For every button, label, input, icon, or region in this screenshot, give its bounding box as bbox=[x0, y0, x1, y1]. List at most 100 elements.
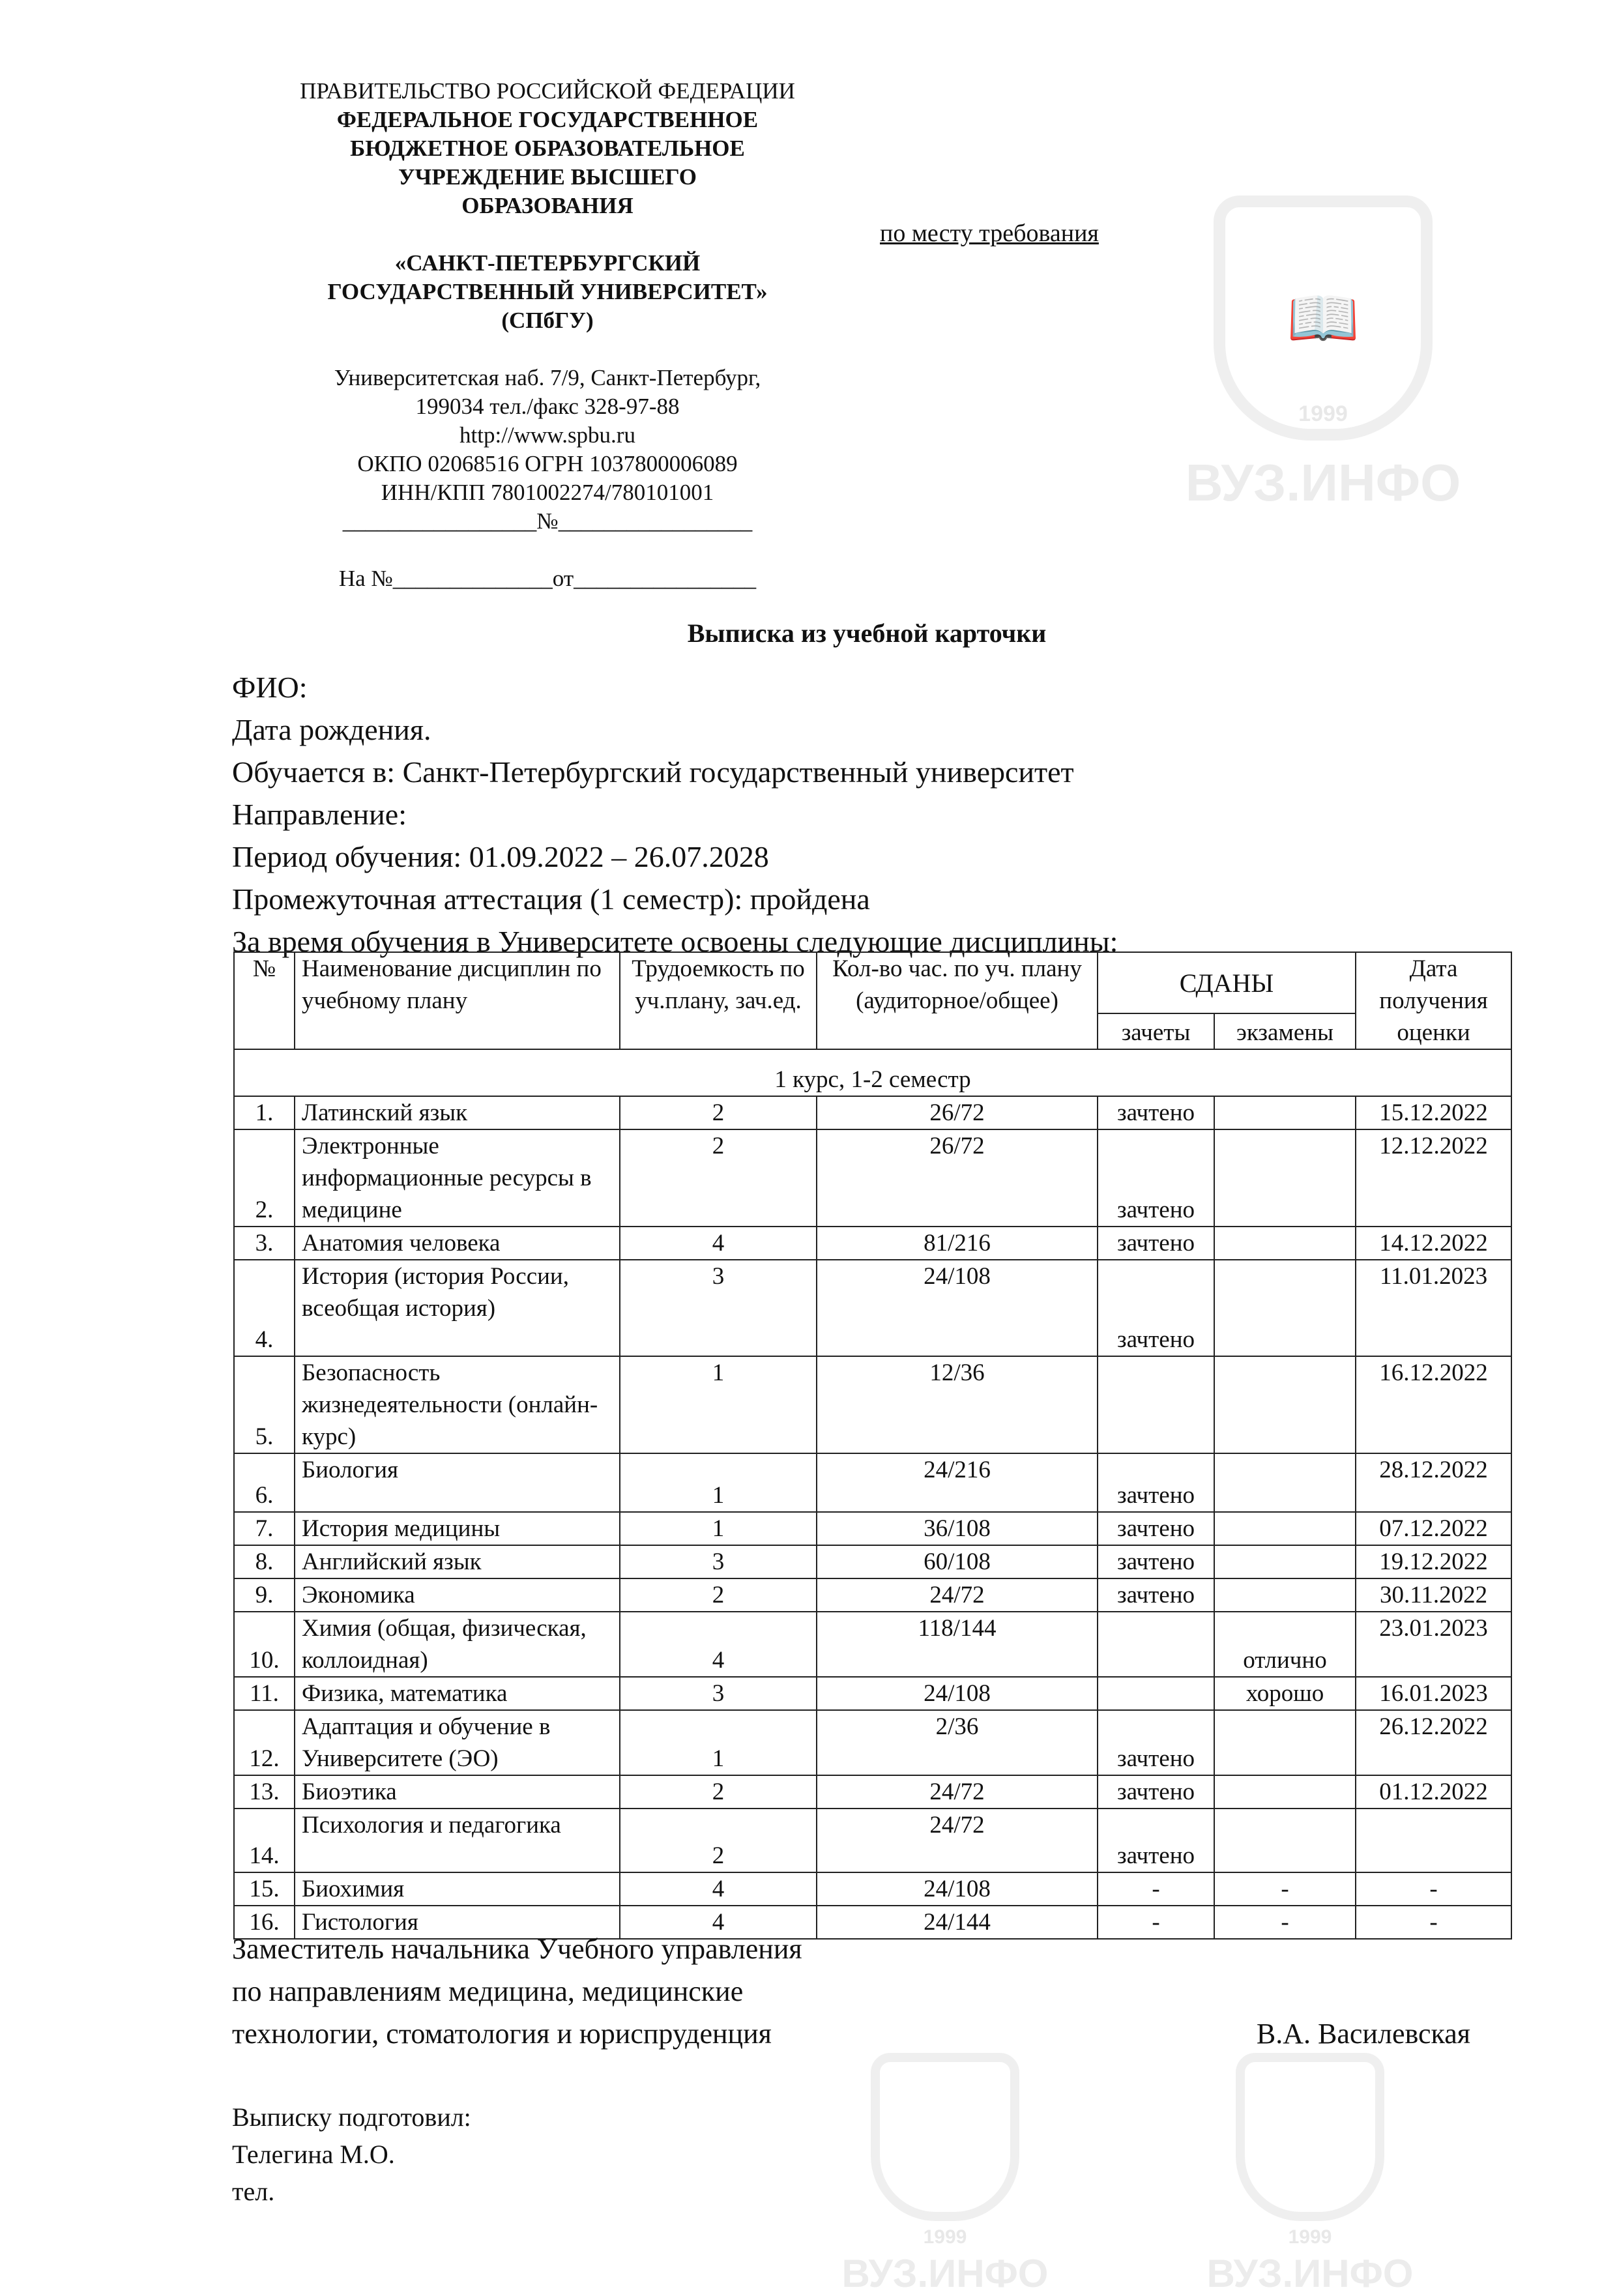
cell-exam bbox=[1213, 1259, 1357, 1357]
table-row: 5. Безопасность жизнедеятельности (онлайн… bbox=[233, 1356, 1513, 1454]
cell-exam: хорошо bbox=[1213, 1676, 1357, 1711]
table-row: 10. Химия (общая, физическая, коллоидная)… bbox=[233, 1611, 1513, 1678]
cell-hours: 24/216 bbox=[816, 1453, 1098, 1513]
cell-credits: 2 bbox=[619, 1578, 817, 1612]
table-row: 3. Анатомия человека 4 81/216 зачтено 14.12.2… bbox=[233, 1226, 1513, 1260]
prepared-by: Выписку подготовил: Телегина М.О. тел. bbox=[232, 2099, 471, 2210]
cell-num: 6. bbox=[233, 1453, 295, 1513]
studies-at: Обучается в: Санкт-Петербургский государ… bbox=[232, 755, 1074, 789]
univ-line: (СПбГУ) bbox=[501, 308, 594, 333]
document-title: Выписка из учебной карточки bbox=[687, 618, 1047, 648]
cell-credit-test: зачтено bbox=[1097, 1808, 1215, 1873]
cell-date: 16.12.2022 bbox=[1355, 1356, 1513, 1454]
cell-num: 12. bbox=[233, 1709, 295, 1776]
cell-name: История медицины bbox=[294, 1511, 620, 1546]
cell-credits: 1 bbox=[619, 1511, 817, 1546]
table-row: 6. Биология 1 24/216 зачтено 28.12.2022 bbox=[233, 1453, 1513, 1513]
prepared-phone: тел. bbox=[232, 2177, 275, 2206]
table-row: 16. Гистология 4 24/144- - - bbox=[233, 1905, 1513, 1940]
cell-hours: 118/144 bbox=[816, 1611, 1098, 1678]
cell-credits: 3 bbox=[619, 1676, 817, 1711]
table-row: 8. Английский язык 3 60/108 зачтено 19.12.202… bbox=[233, 1545, 1513, 1579]
cell-exam bbox=[1213, 1511, 1357, 1546]
cell-credit-test bbox=[1097, 1676, 1215, 1711]
cell-name: История (история России, всеобщая истори… bbox=[294, 1259, 620, 1357]
address-line: Университетская наб. 7/9, Санкт-Петербур… bbox=[334, 365, 761, 390]
table-row: 2. Электронные информационные ресурсы в м… bbox=[233, 1129, 1513, 1227]
cell-hours: 24/72 bbox=[816, 1578, 1098, 1612]
direction-label: Направление: bbox=[232, 798, 407, 831]
cell-date: 07.12.2022 bbox=[1355, 1511, 1513, 1546]
cell-credits: 2 bbox=[619, 1129, 817, 1227]
cell-credits: 4 bbox=[619, 1611, 817, 1678]
table-row: 7. История медицины 1 36/108 зачтено 07.12.20… bbox=[233, 1511, 1513, 1546]
address-line: 199034 тел./факс 328-97-88 bbox=[415, 394, 680, 419]
cell-hours: 24/72 bbox=[816, 1808, 1098, 1873]
table-row: 14. Психология и педагогика 2 24/72 зачтено bbox=[233, 1808, 1513, 1873]
cell-date: 16.01.2023 bbox=[1355, 1676, 1513, 1711]
cell-num: 15. bbox=[233, 1872, 295, 1906]
cell-date: 26.12.2022 bbox=[1355, 1709, 1513, 1776]
watermark-logo: 1999 ВУЗ.ИНФО bbox=[1173, 2053, 1447, 2296]
cell-hours: 24/108 bbox=[816, 1676, 1098, 1711]
cell-num: 5. bbox=[233, 1356, 295, 1454]
cell-credits: 1 bbox=[619, 1453, 817, 1513]
cell-credits: 3 bbox=[619, 1545, 817, 1579]
cell-num: 14. bbox=[233, 1808, 295, 1873]
cell-name: Адаптация и обучение в Университете (ЭО) bbox=[294, 1709, 620, 1776]
cell-credit-test: - bbox=[1097, 1905, 1215, 1940]
table-row: 11. Физика, математика 3 24/108 хорошо 16.01.… bbox=[233, 1676, 1513, 1711]
cell-num: 11. bbox=[233, 1676, 295, 1711]
cell-credit-test bbox=[1097, 1356, 1215, 1454]
cell-credits: 2 bbox=[619, 1808, 817, 1873]
cell-credits: 4 bbox=[619, 1226, 817, 1260]
cell-credit-test: зачтено bbox=[1097, 1578, 1215, 1612]
univ-line: «САНКТ-ПЕТЕРБУРГСКИЙ bbox=[394, 250, 701, 276]
cell-credit-test: зачтено bbox=[1097, 1129, 1215, 1227]
cell-num: 16. bbox=[233, 1905, 295, 1940]
shield-book-icon bbox=[871, 2053, 1019, 2221]
shield-book-icon bbox=[1236, 2053, 1384, 2221]
cell-num: 8. bbox=[233, 1545, 295, 1579]
cell-hours: 2/36 bbox=[816, 1709, 1098, 1776]
cell-credits: 4 bbox=[619, 1905, 817, 1940]
header-num: № bbox=[233, 952, 295, 1050]
univ-line: ГОСУДАРСТВЕННЫЙ УНИВЕРСИТЕТ» bbox=[327, 279, 768, 304]
letterhead: ПРАВИТЕЛЬСТВО РОССИЙСКОЙ ФЕДЕРАЦИИ ФЕДЕР… bbox=[248, 77, 847, 593]
header-hours: Кол-во час. по уч. плану (аудиторное/общ… bbox=[816, 952, 1098, 1050]
fio-label: ФИО: bbox=[232, 671, 308, 704]
cell-name: Анатомия человека bbox=[294, 1226, 620, 1260]
shield-book-icon: 📖 bbox=[1214, 196, 1433, 441]
cell-exam bbox=[1213, 1545, 1357, 1579]
cell-date: 12.12.2022 bbox=[1355, 1129, 1513, 1227]
cell-date: 15.12.2022 bbox=[1355, 1096, 1513, 1130]
cell-credit-test: зачтено bbox=[1097, 1709, 1215, 1776]
cell-name: Физика, математика bbox=[294, 1676, 620, 1711]
address-line: ОКПО 02068516 ОГРН 1037800006089 bbox=[357, 451, 738, 476]
cell-hours: 24/72 bbox=[816, 1775, 1098, 1809]
cell-num: 10. bbox=[233, 1611, 295, 1678]
table-row: 13. Биоэтика 2 24/72 зачтено 01.12.2022 bbox=[233, 1775, 1513, 1809]
cell-credit-test: - bbox=[1097, 1872, 1215, 1906]
cell-exam: - bbox=[1213, 1905, 1357, 1940]
cell-hours: 26/72 bbox=[816, 1096, 1098, 1130]
cell-date: 23.01.2023 bbox=[1355, 1611, 1513, 1678]
disciplines-table: № Наименование дисциплин по учебному пла… bbox=[233, 952, 1513, 1940]
attestation-status: Промежуточная аттестация (1 семестр): пр… bbox=[232, 882, 870, 916]
cell-name: Психология и педагогика bbox=[294, 1808, 620, 1873]
cell-exam bbox=[1213, 1226, 1357, 1260]
cell-date: 11.01.2023 bbox=[1355, 1259, 1513, 1357]
cell-credits: 4 bbox=[619, 1872, 817, 1906]
cell-credit-test: зачтено bbox=[1097, 1453, 1215, 1513]
cell-num: 4. bbox=[233, 1259, 295, 1357]
cell-name: Гистология bbox=[294, 1905, 620, 1940]
cell-credits: 2 bbox=[619, 1096, 817, 1130]
cell-exam bbox=[1213, 1775, 1357, 1809]
cell-exam bbox=[1213, 1356, 1357, 1454]
cell-date bbox=[1355, 1808, 1513, 1873]
cell-credit-test: зачтено bbox=[1097, 1775, 1215, 1809]
cell-num: 1. bbox=[233, 1096, 295, 1130]
birth-label: Дата рождения. bbox=[232, 713, 431, 746]
cell-num: 13. bbox=[233, 1775, 295, 1809]
cell-exam bbox=[1213, 1129, 1357, 1227]
